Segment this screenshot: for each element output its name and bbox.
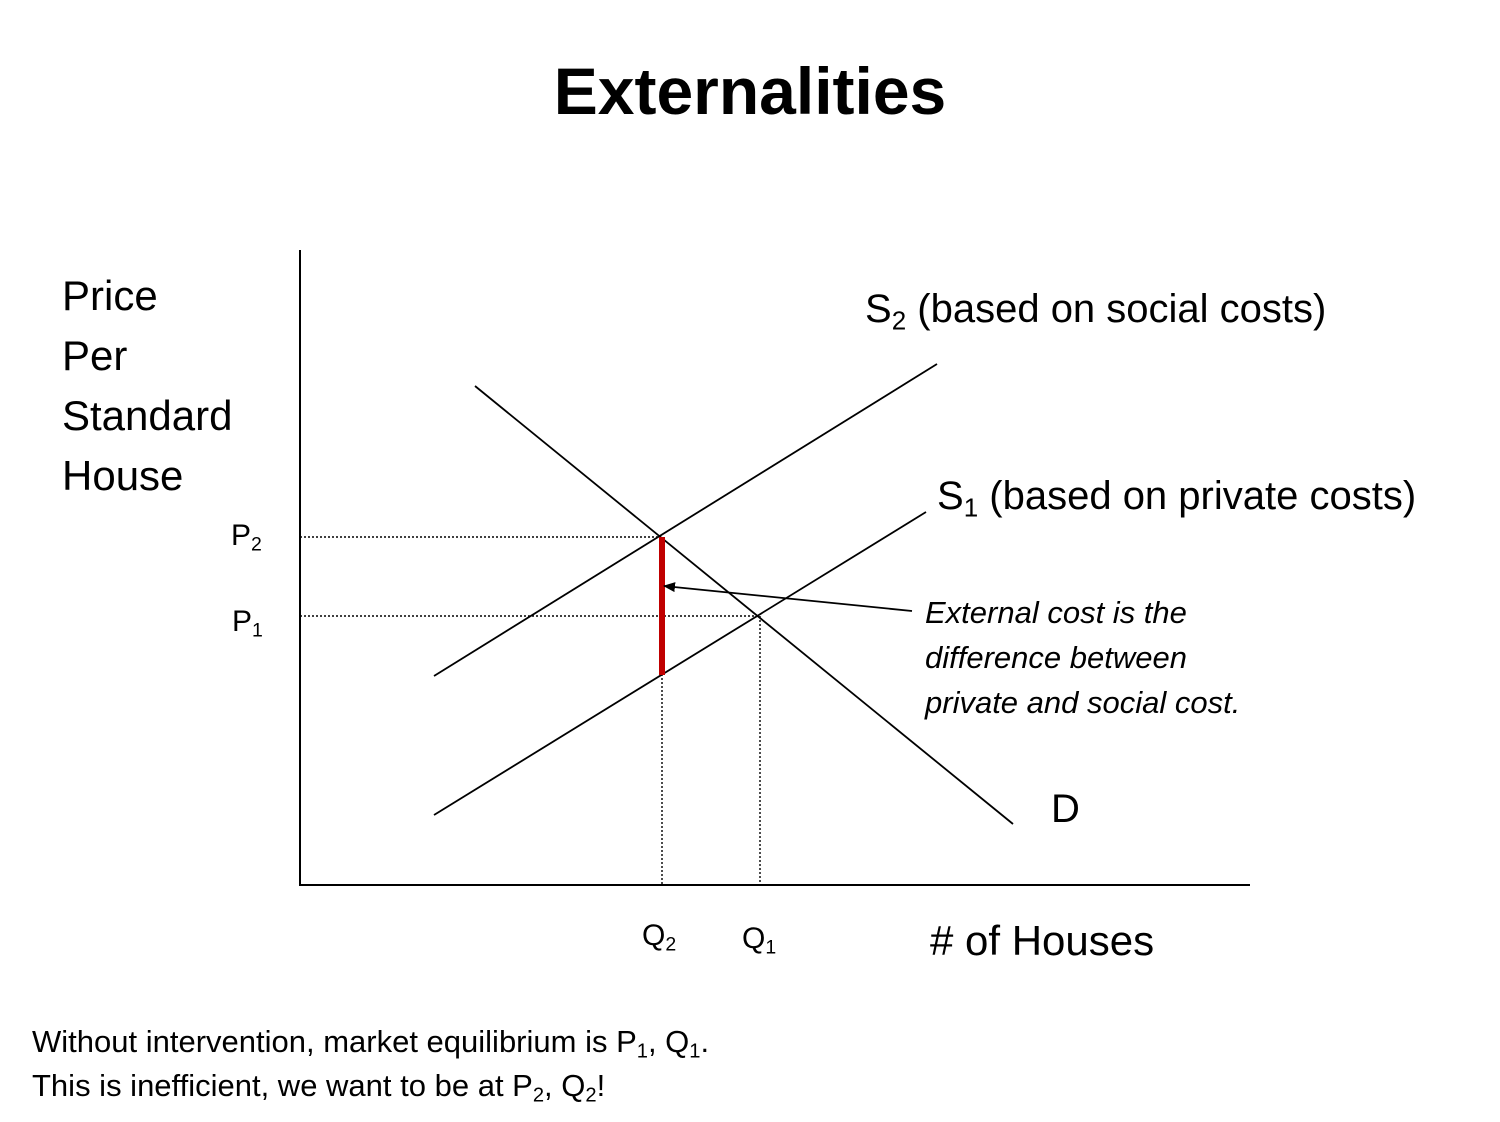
x-axis-label: # of Houses — [930, 917, 1155, 964]
s1-curve-label: S1 (based on private costs) — [937, 474, 1417, 523]
q1-tick-label: Q1 — [742, 922, 777, 959]
demand-curve-label: D — [1051, 787, 1080, 831]
y-axis-label-line: Standard — [62, 392, 233, 439]
footer-line-1: Without intervention, market equilibrium… — [32, 1024, 710, 1063]
s2-curve-label: S2 (based on social costs) — [865, 287, 1327, 336]
annotation-arrow — [663, 582, 913, 612]
demand-curve — [474, 385, 1014, 825]
s2-social-supply-curve — [433, 363, 938, 677]
annotation-line: External cost is the — [925, 595, 1187, 630]
y-axis-label-line: House — [62, 452, 184, 499]
footer-line-2: This is inefficient, we want to be at P2… — [32, 1068, 606, 1107]
y-axis-label-line: Per — [62, 332, 128, 379]
y-axis-label-line: Price — [62, 272, 158, 319]
q2-tick-label: Q2 — [642, 919, 677, 956]
p1-tick-label: P1 — [232, 605, 263, 642]
p2-tick-label: P2 — [231, 519, 262, 556]
s1-private-supply-curve — [433, 511, 927, 816]
footer-note: Without intervention, market equilibrium… — [32, 1020, 709, 1108]
page-title: Externalities — [553, 54, 947, 128]
external-cost-annotation: External cost is the difference between … — [925, 590, 1240, 725]
annotation-line: difference between — [925, 640, 1187, 675]
annotation-line: private and social cost. — [925, 685, 1241, 720]
y-axis-label: Price Per Standard House — [62, 266, 232, 506]
